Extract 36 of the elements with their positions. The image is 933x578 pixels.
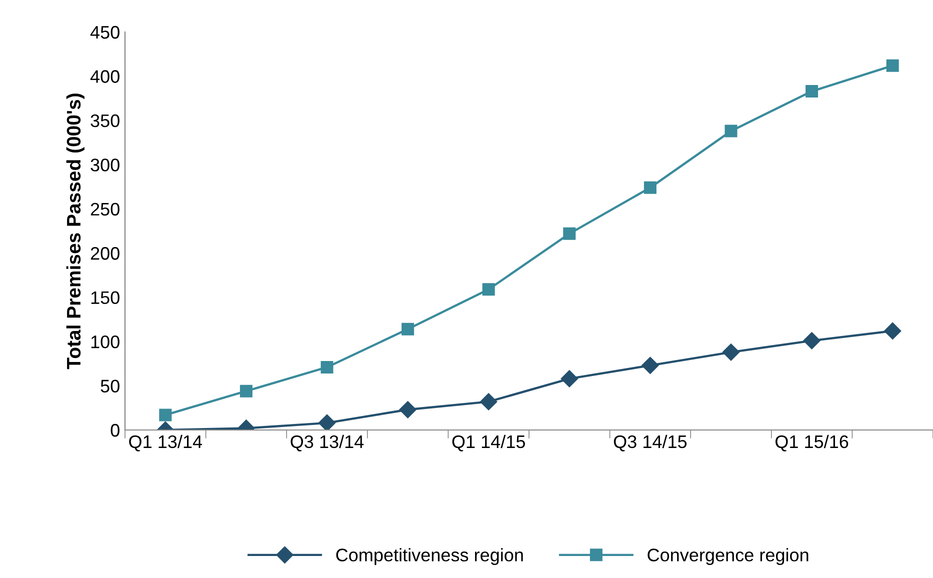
point: [320, 360, 334, 374]
point: [644, 181, 656, 194]
point: [806, 85, 818, 98]
x-tick-label: Q1 14/15: [452, 434, 525, 452]
point: [642, 356, 659, 374]
y-tick-label: 350: [90, 114, 120, 128]
y-tick-label: 400: [90, 70, 120, 83]
point: [159, 408, 172, 422]
point: [240, 384, 252, 398]
point: [803, 332, 820, 350]
x-tick-label: Q1 15/16: [776, 434, 848, 452]
point: [318, 414, 336, 430]
y-tick-label: 0: [110, 424, 120, 437]
x-tick-label: Q1 13/14: [129, 434, 202, 452]
y-tick-label: 100: [91, 335, 120, 348]
legend-label: Convergence region: [648, 548, 808, 565]
x-tick-label: Q3 13/14: [290, 434, 364, 452]
point: [722, 344, 740, 361]
y-tick-label: 200: [90, 247, 120, 260]
point: [560, 370, 578, 388]
point: [480, 393, 498, 410]
y-axis-title: Total Premises Passed (000's): [66, 94, 84, 370]
point: [563, 227, 576, 240]
y-tick-label: 150: [91, 291, 120, 304]
point: [482, 283, 495, 296]
y-tick-label: 250: [90, 202, 120, 216]
point: [399, 401, 416, 418]
legend-label: Competitiveness region: [336, 548, 523, 565]
point: [724, 124, 738, 138]
y-tick-label: 50: [100, 380, 120, 392]
x-tick-label: Q3 14/15: [614, 434, 687, 452]
y-tick-label: 300: [90, 158, 120, 172]
point: [886, 59, 899, 72]
point: [402, 322, 414, 336]
y-tick-label: 450: [90, 26, 120, 39]
point: [884, 322, 902, 340]
